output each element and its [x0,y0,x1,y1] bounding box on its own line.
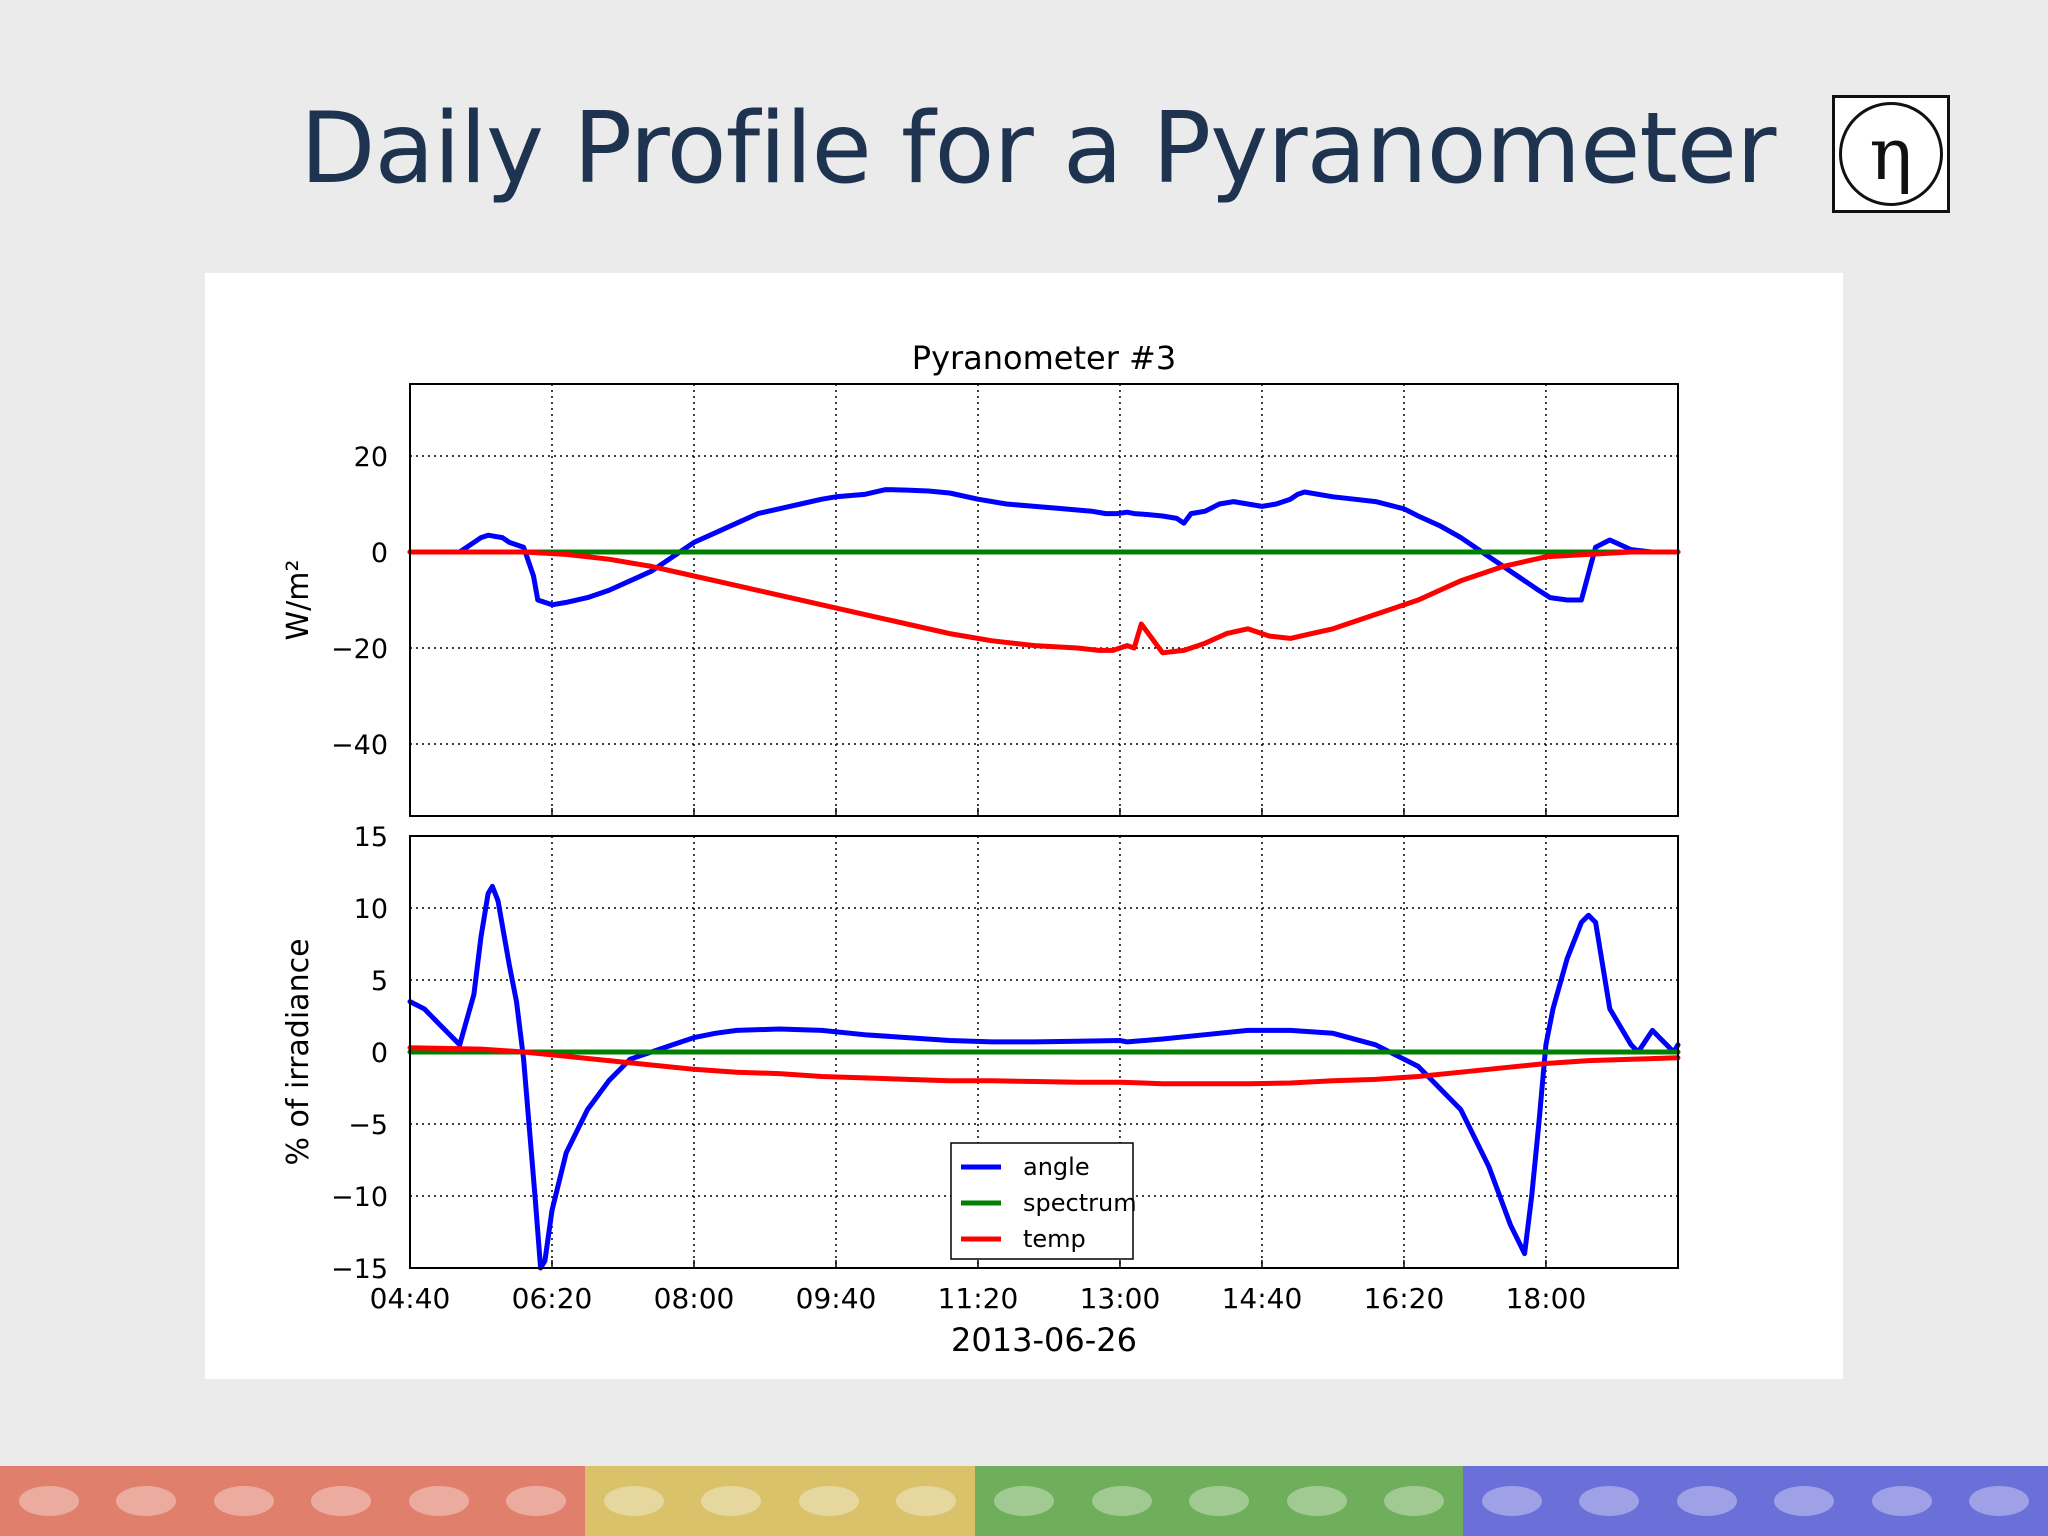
y-tick-label: −10 [331,1182,388,1213]
chart-title: Pyranometer #3 [912,339,1176,377]
sensor-photo-thumbnail [116,1486,177,1516]
sensor-photo-thumbnail [311,1486,372,1516]
sensor-photo-thumbnail [798,1486,859,1516]
x-tick-label: 13:00 [1080,1282,1161,1315]
x-tick-label: 08:00 [654,1282,735,1315]
sensor-photo-thumbnail [1969,1486,2030,1516]
x-tick-label: 18:00 [1506,1282,1587,1315]
sensor-photo-thumbnail [18,1486,79,1516]
sensor-photo-thumbnail [408,1486,469,1516]
legend: angle spectrum temp [950,1142,1137,1260]
sensor-photo-thumbnail [1091,1486,1152,1516]
y-tick-label: 20 [354,442,388,473]
y-tick-label: −5 [348,1110,388,1141]
footer-photo-group [0,1466,586,1536]
y-tick-label: 0 [371,1038,388,1069]
sensor-photo-thumbnail [701,1486,762,1516]
series-line-temp [407,1045,1681,1087]
legend-label-angle: angle [1023,1153,1090,1181]
y-axis-label: W/m² [281,559,316,640]
sensor-photo-thumbnail [993,1486,1054,1516]
sensor-photo-thumbnail [1579,1486,1640,1516]
footer-photo-group [585,1466,976,1536]
axes-frame [409,383,1679,817]
x-axis-label: 2013-06-26 [951,1321,1137,1359]
product-photo-strip [0,1466,2048,1536]
y-tick-label: 5 [371,966,388,997]
sensor-photo-thumbnail [1481,1486,1542,1516]
eta-glyph: η [1839,102,1943,206]
x-tick-label: 11:20 [938,1282,1019,1315]
x-tick-label: 04:40 [370,1282,451,1315]
sensor-photo-thumbnail [1286,1486,1347,1516]
sensor-photo-thumbnail [896,1486,957,1516]
x-tick-label: 16:20 [1364,1282,1445,1315]
sensor-photo-thumbnail [1189,1486,1250,1516]
eta-logo: η [1832,95,1950,213]
y-tick-label: 10 [354,894,388,925]
y-tick-label: 0 [371,538,388,569]
x-tick-label: 06:20 [512,1282,593,1315]
x-tick-label: 14:40 [1222,1282,1303,1315]
sensor-photo-thumbnail [1774,1486,1835,1516]
series-line-temp [407,549,1681,656]
sensor-photo-thumbnail [1384,1486,1445,1516]
slide-title: Daily Profile for a Pyranometer [300,92,1776,206]
chart-panel: Pyranometer #3 20 0 −20 −40 W/m² 15 10 5 0 −5 −10… [205,273,1843,1379]
x-tick-label: 09:40 [796,1282,877,1315]
sensor-photo-thumbnail [213,1486,274,1516]
y-tick-label: −40 [331,730,388,761]
y-axis-label: % of irradiance [281,938,316,1165]
legend-label-spectrum: spectrum [1023,1189,1137,1217]
legend-label-temp: temp [1023,1225,1086,1253]
axes-frame [409,835,1679,1269]
sensor-photo-thumbnail [1676,1486,1737,1516]
sensor-photo-thumbnail [1871,1486,1932,1516]
y-tick-label: −15 [331,1254,388,1285]
series-line-angle [407,487,1681,608]
series-line-angle [407,883,1681,1271]
top-panel: 20 0 −20 −40 W/m² [281,383,1681,817]
footer-photo-group [975,1466,1463,1536]
sensor-photo-thumbnail [603,1486,664,1516]
sensor-photo-thumbnail [506,1486,567,1516]
y-tick-label: 15 [354,822,388,853]
footer-photo-group [1462,1466,2048,1536]
y-tick-label: −20 [331,634,388,665]
pyranometer-chart: Pyranometer #3 20 0 −20 −40 W/m² 15 10 5 0 −5 −10… [281,339,1681,1359]
